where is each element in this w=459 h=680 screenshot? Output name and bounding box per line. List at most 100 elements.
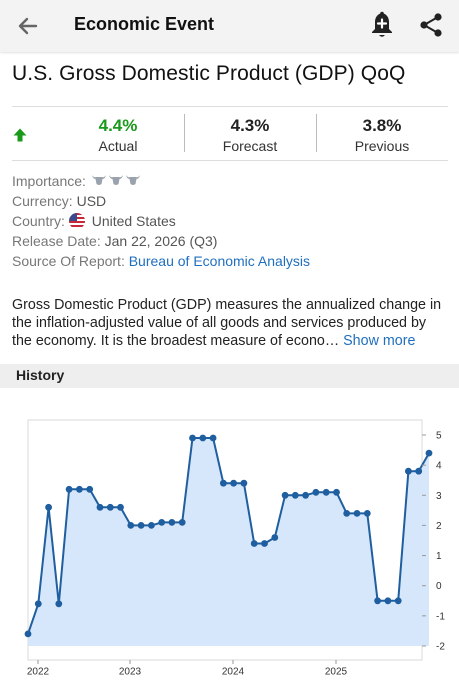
area-fill bbox=[28, 438, 429, 646]
data-point bbox=[415, 467, 423, 475]
data-point bbox=[384, 597, 392, 605]
x-tick-label: 2025 bbox=[325, 666, 348, 677]
data-point bbox=[106, 503, 114, 511]
data-point bbox=[394, 597, 402, 605]
separator bbox=[316, 114, 317, 152]
data-point bbox=[220, 479, 227, 487]
y-tick-label: 0 bbox=[436, 581, 442, 592]
history-title: History bbox=[16, 367, 65, 383]
event-title: U.S. Gross Domestic Product (GDP) QoQ bbox=[12, 62, 406, 85]
data-point bbox=[353, 510, 361, 517]
data-point bbox=[333, 488, 340, 496]
bull-icon bbox=[108, 175, 123, 186]
data-point bbox=[76, 485, 83, 493]
y-tick-label: 5 bbox=[436, 431, 442, 442]
data-point bbox=[271, 534, 279, 541]
country-row: Country: United States bbox=[12, 212, 310, 232]
data-point bbox=[199, 434, 207, 442]
event-description: Gross Domestic Product (GDP) measures th… bbox=[12, 296, 448, 350]
series-line bbox=[27, 437, 430, 635]
data-point bbox=[127, 522, 135, 529]
data-point bbox=[24, 630, 32, 638]
actual-value: 4.4% bbox=[98, 116, 138, 135]
data-point bbox=[281, 491, 289, 499]
bell-plus-icon[interactable] bbox=[369, 11, 395, 39]
forecast-value: 4.3% bbox=[230, 116, 270, 135]
history-chart[interactable]: 5 4 3 2 1 0 -1 -2 2022 2023 2024 2025 bbox=[0, 392, 459, 680]
bull-icon bbox=[125, 175, 140, 186]
country-label: Country: bbox=[12, 212, 65, 229]
data-point bbox=[312, 488, 320, 496]
importance-label: Importance: bbox=[12, 173, 86, 189]
x-tick-label: 2022 bbox=[27, 666, 50, 677]
currency-value: USD bbox=[76, 193, 107, 210]
y-tick-label: -2 bbox=[436, 642, 445, 653]
event-stats: 4.4% Actual 4.3% Forecast 3.8% Previous bbox=[12, 108, 448, 160]
data-point bbox=[55, 600, 63, 608]
divider bbox=[12, 160, 448, 161]
data-point bbox=[322, 488, 330, 496]
data-point bbox=[189, 434, 196, 442]
description-line: the economy. It is the broadest measure … bbox=[12, 333, 340, 349]
data-point bbox=[302, 491, 309, 499]
previous-value: 3.8% bbox=[362, 116, 402, 135]
us-flag-icon bbox=[68, 212, 85, 229]
history-header: History bbox=[0, 364, 459, 388]
bull-icon bbox=[91, 175, 106, 186]
importance-rating bbox=[90, 172, 141, 192]
data-point bbox=[158, 519, 166, 526]
data-point bbox=[343, 510, 351, 517]
data-point bbox=[65, 485, 73, 493]
source-row: Source Of Report: Bureau of Economic Ana… bbox=[12, 252, 310, 272]
data-point bbox=[96, 503, 104, 511]
data-point bbox=[363, 510, 371, 517]
data-point bbox=[137, 522, 145, 529]
source-label: Source Of Report: bbox=[12, 252, 125, 269]
source-link[interactable]: Bureau of Economic Analysis bbox=[128, 252, 311, 269]
y-tick-label: -1 bbox=[436, 611, 445, 622]
currency-row: Currency: USD bbox=[12, 192, 310, 212]
app-bar: Economic Event bbox=[0, 0, 459, 52]
event-details: Importance: Currency: USD Country: Unite… bbox=[12, 172, 310, 271]
y-tick-label: 4 bbox=[436, 461, 442, 472]
data-point bbox=[178, 519, 186, 526]
data-point bbox=[45, 503, 52, 511]
country-value: United States bbox=[91, 212, 176, 229]
data-point bbox=[250, 540, 258, 547]
previous-stat: 3.8% Previous bbox=[322, 116, 442, 154]
data-point bbox=[261, 540, 268, 547]
y-tick-label: 1 bbox=[436, 551, 442, 562]
divider bbox=[12, 106, 448, 107]
data-point bbox=[240, 479, 248, 487]
x-tick-label: 2024 bbox=[222, 666, 245, 677]
data-point bbox=[117, 503, 124, 511]
data-point bbox=[405, 467, 412, 475]
data-point bbox=[34, 600, 42, 608]
data-point bbox=[168, 519, 176, 526]
data-point bbox=[86, 485, 94, 493]
description-line: Gross Domestic Product (GDP) measures th… bbox=[12, 297, 442, 313]
currency-label: Currency: bbox=[12, 193, 73, 210]
release-row: Release Date: Jan 22, 2026 (Q3) bbox=[12, 232, 310, 252]
share-icon[interactable] bbox=[418, 11, 444, 39]
actual-stat: 4.4% Actual bbox=[58, 116, 178, 154]
release-label: Release Date: bbox=[12, 232, 101, 249]
arrow-up-icon bbox=[13, 128, 27, 142]
data-point bbox=[425, 449, 433, 457]
data-point bbox=[230, 479, 238, 487]
y-tick-label: 2 bbox=[436, 521, 442, 532]
forecast-stat: 4.3% Forecast bbox=[190, 116, 310, 154]
data-point bbox=[374, 597, 381, 605]
description-line: the inflation-adjusted value of all good… bbox=[12, 315, 427, 331]
actual-label: Actual bbox=[98, 138, 138, 154]
data-point bbox=[209, 434, 217, 442]
release-value: Jan 22, 2026 (Q3) bbox=[104, 232, 218, 249]
y-tick-label: 3 bbox=[436, 491, 442, 502]
arrow-left-icon[interactable] bbox=[14, 12, 42, 40]
previous-label: Previous bbox=[354, 138, 410, 154]
show-more-link[interactable]: Show more bbox=[343, 333, 416, 349]
forecast-label: Forecast bbox=[222, 138, 278, 154]
screen-title: Economic Event bbox=[74, 14, 215, 34]
x-tick-label: 2023 bbox=[119, 666, 142, 677]
data-point bbox=[148, 522, 155, 529]
